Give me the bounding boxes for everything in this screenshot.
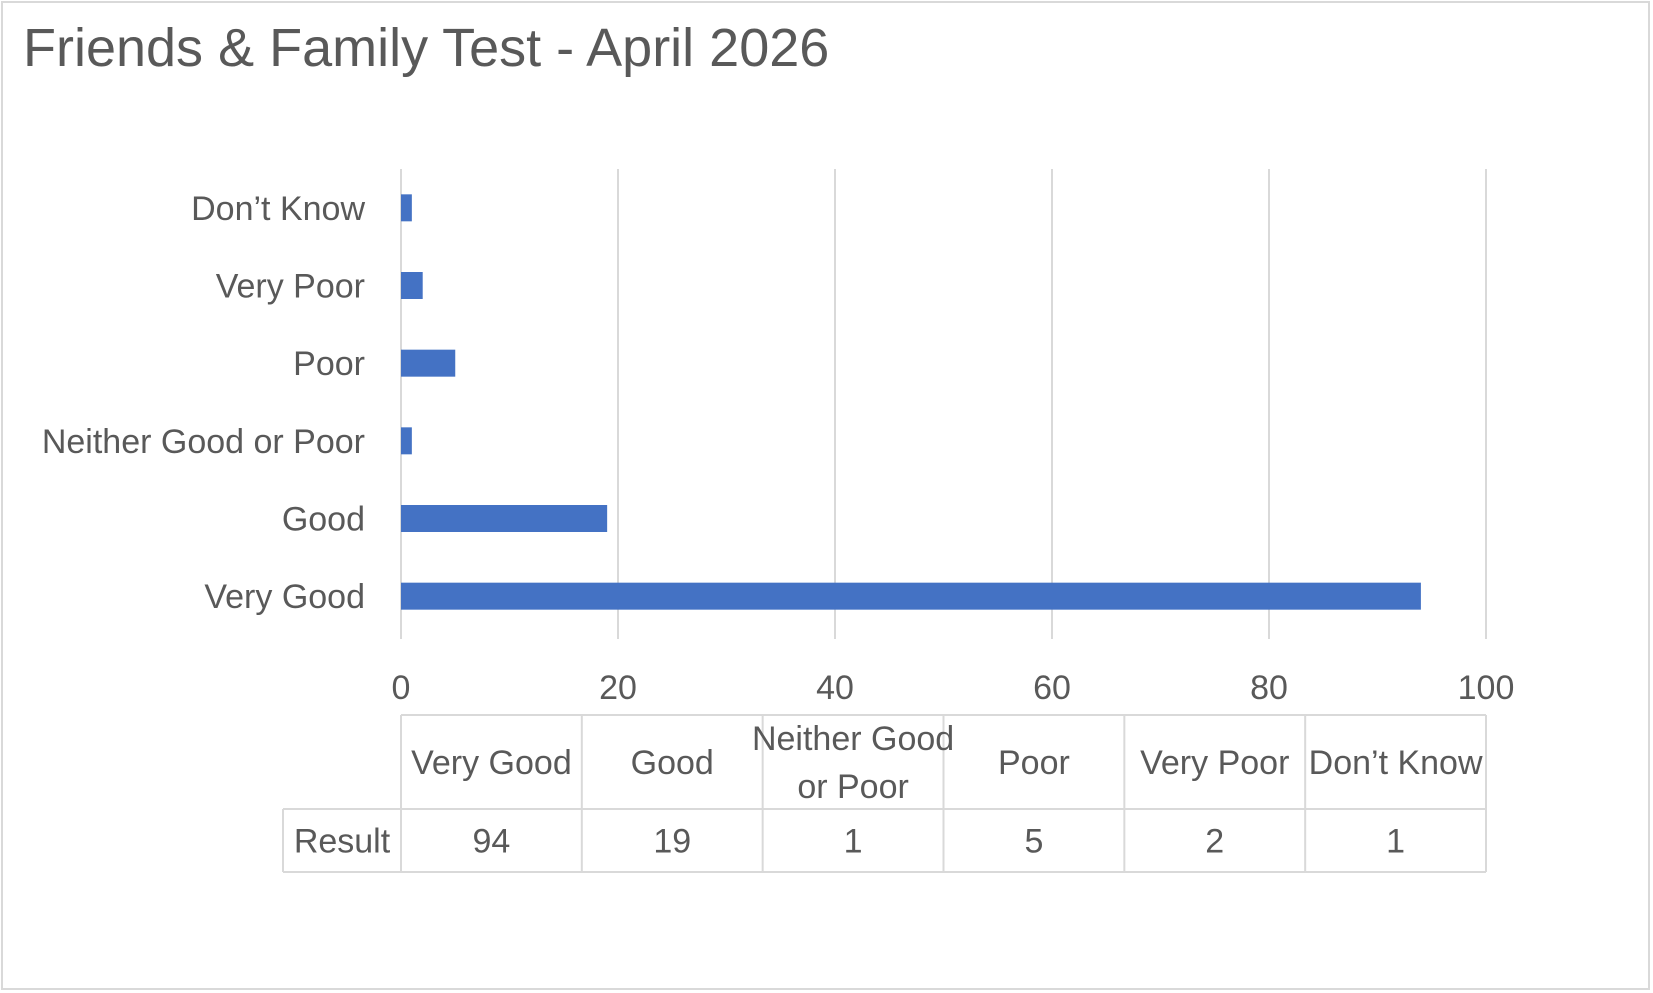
table-value-cell: 94 <box>473 823 511 861</box>
bar <box>401 194 412 222</box>
bar <box>401 582 1421 610</box>
table-row-header: Result <box>294 823 391 861</box>
table-header-cell: Neither Good <box>752 720 954 758</box>
bar <box>401 427 412 455</box>
y-category-label: Don’t Know <box>191 190 365 228</box>
table-header-cell: Don’t Know <box>1309 744 1483 782</box>
table-value-cell: 1 <box>1386 823 1405 861</box>
y-category-label: Very Poor <box>216 268 365 306</box>
table-value-cell: 1 <box>844 823 863 861</box>
x-tick-label: 20 <box>599 669 637 707</box>
x-tick-label: 80 <box>1250 669 1288 707</box>
table-value-cell: 5 <box>1024 823 1043 861</box>
chart-title: Friends & Family Test - April 2026 <box>23 18 830 78</box>
table-header-cell: Very Poor <box>1140 744 1289 782</box>
table-value-cell: 19 <box>653 823 691 861</box>
table-header-cell: Poor <box>998 744 1070 782</box>
table-header-cell: or Poor <box>797 768 909 806</box>
y-category-label: Poor <box>293 345 365 383</box>
table-header-cell: Very Good <box>411 744 572 782</box>
x-tick-label: 100 <box>1458 669 1515 707</box>
y-category-label: Neither Good or Poor <box>42 423 365 461</box>
bar <box>401 349 456 377</box>
table-header-cell: Good <box>631 744 714 782</box>
bar <box>401 505 608 532</box>
table-value-cell: 2 <box>1205 823 1224 861</box>
x-tick-label: 0 <box>392 669 411 707</box>
chart-plot: 0 20 40 60 80 100 Very Good Good Neither Good or… <box>42 169 1515 873</box>
y-category-label: Good <box>282 501 365 539</box>
bar <box>401 272 423 299</box>
x-tick-label: 60 <box>1033 669 1071 707</box>
x-tick-label: 40 <box>816 669 854 707</box>
y-category-label: Very Good <box>204 578 365 616</box>
